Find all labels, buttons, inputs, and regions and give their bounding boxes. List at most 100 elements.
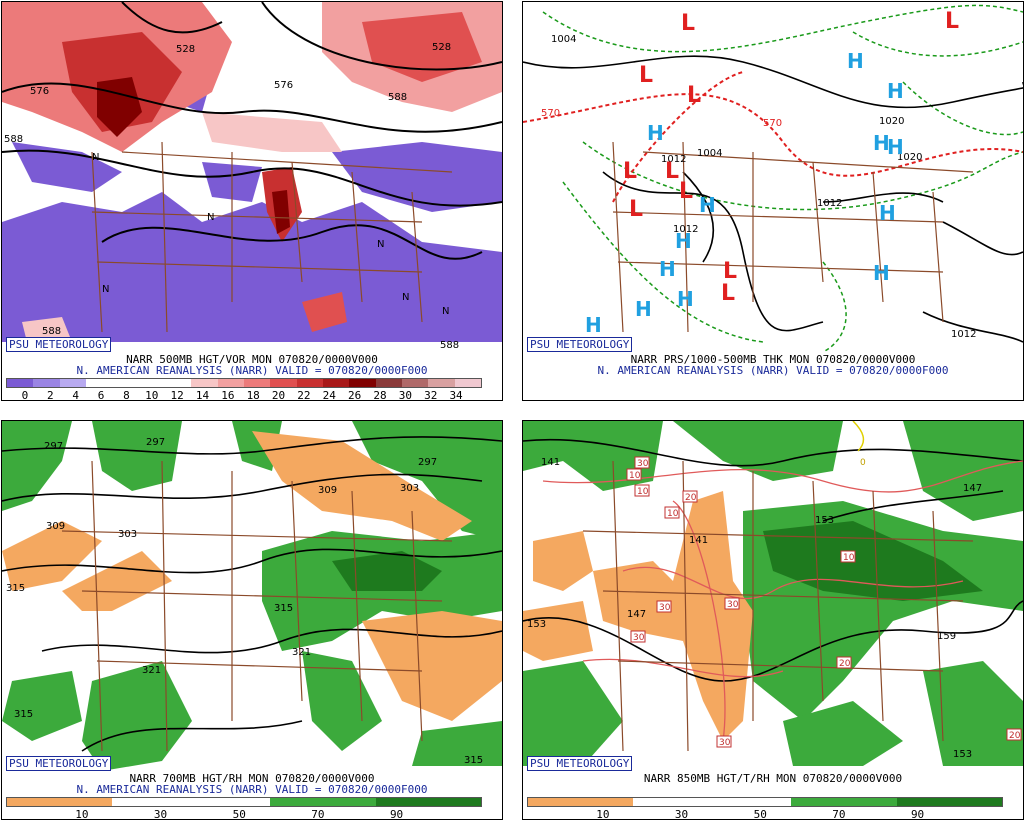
temp-label: 30 (633, 633, 645, 643)
map-subtitle: N. AMERICAN REANALYSIS (NARR) VALID = 07… (76, 783, 428, 796)
psu-meteorology-badge: PSU METEOROLOGY (527, 337, 633, 352)
scale-swatch (33, 379, 60, 387)
rh-color-scale (527, 797, 1003, 807)
scale-swatch (164, 798, 218, 806)
temp-label: 10 (637, 487, 649, 497)
scale-swatch (59, 379, 86, 387)
contour-label: 315 (6, 583, 25, 594)
high-pressure-symbol: H (585, 313, 602, 337)
scale-swatch (580, 798, 634, 806)
scale-swatch (843, 798, 897, 806)
panel-pressure-thickness: 1004 1012 1004 1012 1012 1020 1020 1012 … (522, 1, 1024, 401)
scale-swatch (349, 379, 376, 387)
scale-swatch (738, 798, 792, 806)
map-title: NARR 700MB HGT/RH MON 070820/0000V000 (129, 772, 375, 785)
scale-label: 22 (297, 389, 311, 401)
scale-label: 90 (389, 808, 404, 820)
low-pressure-symbol: L (687, 83, 701, 108)
scale-swatch (428, 379, 455, 387)
scale-swatch (164, 379, 192, 387)
scale-label: 32 (424, 389, 438, 401)
scale-label: 4 (72, 389, 79, 401)
scale-swatch (243, 379, 271, 387)
map-title: NARR PRS/1000-500MB THK MON 070820/0000V… (630, 353, 916, 366)
high-pressure-symbol: H (873, 131, 890, 155)
temp-label: 10 (629, 471, 641, 481)
low-pressure-symbol: L (629, 197, 643, 222)
scale-swatch (217, 798, 271, 806)
scale-swatch (59, 798, 113, 806)
high-pressure-symbol: H (873, 261, 890, 285)
scale-label: 24 (322, 389, 336, 401)
temp-label: 10 (667, 509, 679, 519)
thickness-label: 570 (541, 108, 560, 119)
vort-center-label: N (207, 212, 214, 223)
map-subtitle: N. AMERICAN REANALYSIS (NARR) VALID = 07… (76, 364, 428, 377)
scale-label: 14 (195, 389, 210, 401)
panel-500mb-vorticity: 576 588 576 588 588 528 528 588 N N N N … (1, 1, 503, 401)
rh-700mb-map: 297 297 297 309 303 309 303 315 315 321 … (2, 421, 502, 776)
vort-center-label: N (442, 306, 449, 317)
high-pressure-symbol: H (699, 193, 716, 217)
rh-scale-labels: 10 30 50 70 90 (6, 808, 480, 820)
scale-label: 6 (97, 389, 105, 401)
scale-label: 28 (373, 389, 387, 401)
isobar-label: 1012 (673, 224, 698, 235)
isobar-label: 1012 (951, 329, 976, 340)
scale-label: 26 (348, 389, 362, 401)
contour-label: 321 (292, 647, 311, 658)
scale-swatch (217, 379, 244, 387)
low-pressure-symbol: L (623, 159, 637, 184)
temp-label: 30 (637, 459, 649, 469)
scale-label: 12 (170, 389, 184, 401)
high-pressure-symbol: H (635, 297, 652, 321)
temp-label: 10 (843, 553, 855, 563)
isobar-label: 1004 (551, 34, 576, 45)
temp-label: 20 (685, 493, 697, 503)
high-pressure-symbol: H (675, 229, 692, 253)
temp-label: 30 (727, 600, 739, 610)
scale-swatch (375, 798, 429, 806)
low-pressure-symbol: L (679, 179, 693, 204)
scale-swatch (270, 798, 323, 806)
high-pressure-symbol: H (647, 121, 664, 145)
scale-label: 50 (753, 808, 767, 820)
scale-swatch (322, 379, 350, 387)
low-pressure-symbol: L (639, 63, 653, 88)
scale-label: 16 (221, 389, 235, 401)
vort-center-label: N (377, 239, 384, 250)
high-pressure-symbol: H (677, 287, 694, 311)
scale-swatch (322, 798, 376, 806)
scale-swatch (112, 379, 139, 387)
scale-swatch (949, 798, 1002, 806)
isobar-label: 1020 (897, 152, 922, 163)
contour-label: 576 (274, 80, 293, 91)
contour-label: 588 (440, 340, 459, 351)
scale-label: 50 (232, 808, 246, 820)
scale-swatch (528, 798, 581, 806)
contour-label: 303 (400, 483, 419, 494)
isobar-label: 1012 (661, 154, 686, 165)
isobar-label: 1012 (817, 198, 842, 209)
contour-label: 141 (541, 457, 560, 468)
scale-label: 34 (449, 389, 463, 401)
contour-label: 528 (432, 42, 451, 53)
scale-swatch (85, 379, 113, 387)
scale-swatch (7, 798, 60, 806)
thickness-label: 570 (763, 118, 782, 129)
contour-label: 297 (146, 437, 165, 448)
scale-label: 8 (123, 389, 130, 401)
contour-label: 141 (689, 535, 708, 546)
scale-label: 0 (21, 389, 29, 401)
low-pressure-symbol: L (723, 259, 737, 284)
vorticity-color-scale (6, 378, 482, 388)
scale-swatch (296, 379, 323, 387)
scale-swatch (633, 798, 686, 806)
scale-label: 2 (47, 389, 54, 401)
psu-meteorology-badge: PSU METEOROLOGY (6, 756, 112, 771)
scale-label: 20 (271, 389, 286, 401)
rh-scale-labels: 10 30 50 70 90 (527, 808, 1001, 820)
isobar-label: 1004 (697, 148, 722, 159)
vort-center-label: N (92, 152, 99, 163)
scale-label: 10 (75, 808, 89, 820)
